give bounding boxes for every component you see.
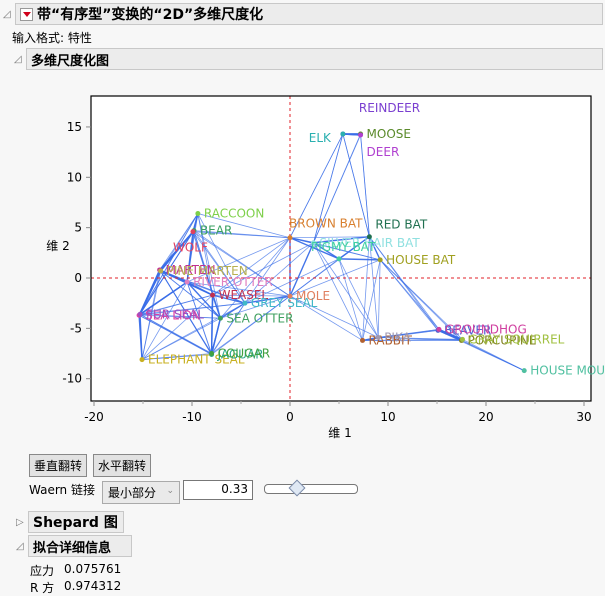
waern-slider[interactable] (264, 479, 358, 497)
point-label: DEER (367, 145, 400, 159)
point-label: PINE MARTEN (167, 264, 248, 278)
plot-section-header: ◿ 多维尺度化图 (14, 48, 603, 70)
svg-text:-20: -20 (84, 410, 104, 424)
svg-text:0: 0 (286, 410, 294, 424)
svg-text:0: 0 (74, 271, 82, 285)
point-label: REINDEER (359, 101, 420, 115)
point-label: BEAVER (444, 323, 491, 337)
fit-details-title: 拟合详细信息 (33, 540, 112, 556)
svg-text:30: 30 (576, 410, 591, 424)
svg-text:维 1: 维 1 (328, 426, 351, 440)
waern-value-input[interactable]: 0.33 (183, 480, 253, 500)
slider-thumb[interactable] (288, 479, 306, 497)
rsquare-value: 0.974312 (64, 579, 122, 593)
svg-text:-10: -10 (62, 372, 82, 386)
svg-text:15: 15 (67, 120, 82, 134)
flip-horizontal-button[interactable]: 水平翻转 (93, 454, 152, 477)
point-label: SEA OTTER (226, 311, 293, 325)
chevron-down-icon: ⌄ (166, 486, 174, 496)
stress-value: 0.075761 (64, 562, 122, 576)
waern-links (138, 133, 525, 372)
svg-text:维 2: 维 2 (46, 239, 69, 253)
point-label: MOOSE (367, 127, 411, 141)
point-label: ELK (309, 131, 332, 145)
point-label: PIGMY BAT (311, 240, 376, 254)
point-label: JAGUAR (217, 348, 264, 362)
plot-section-title: 多维尺度化图 (31, 53, 110, 69)
axes: -20 -10 0 10 20 30 -10 -5 0 5 10 15 维 1 维 2 (46, 95, 592, 440)
waern-link-select[interactable]: 最小部分 ⌄ (102, 481, 180, 504)
point-label: GRAY SQUIRREL (468, 332, 564, 346)
point-label: RACCOON (204, 207, 264, 221)
point-label: HOUSE BAT (386, 253, 456, 267)
rsquare-label: R 方 (30, 581, 55, 595)
collapse-triangle-icon[interactable]: ◿ (14, 53, 22, 65)
svg-text:20: 20 (478, 410, 493, 424)
fit-details-header: ◿ 拟合详细信息 (16, 535, 132, 557)
collapse-triangle-icon[interactable]: ◿ (16, 540, 24, 552)
svg-text:-5: -5 (70, 321, 82, 335)
waern-link-label: Waern 链接 (29, 483, 95, 497)
point-label: PIKA (384, 330, 411, 344)
expand-triangle-icon[interactable]: ▷ (16, 516, 24, 528)
select-value: 最小部分 (108, 486, 157, 500)
shepard-section-header: ▷ Shepard 图 (16, 511, 124, 533)
point-label: WOLF (173, 241, 208, 255)
point-label: GROUNDHOG (445, 322, 527, 336)
red-triangle-menu-icon[interactable] (20, 7, 33, 21)
svg-text:5: 5 (74, 221, 82, 235)
shepard-title: Shepard 图 (33, 515, 118, 531)
point-label: FUR SEAL (146, 307, 204, 321)
point-label: BEAR (200, 224, 232, 238)
point-label: COUGAR (218, 347, 270, 361)
svg-text:10: 10 (380, 410, 395, 424)
stress-label: 应力 (30, 564, 55, 578)
input-format-label: 输入格式: 特性 (12, 31, 92, 45)
collapse-triangle-icon[interactable]: ◿ (3, 8, 11, 20)
point-label: WEASEL (219, 288, 269, 302)
point-label: ELEPHANT SEAL (148, 353, 245, 367)
svg-text:10: 10 (67, 170, 82, 184)
point-label: MARTEN (166, 263, 216, 277)
point-label: SILVER HAIR BAT (320, 236, 421, 250)
point-label: SEA LION (145, 308, 201, 322)
svg-text:-10: -10 (182, 410, 202, 424)
report-title: 带“有序型”变换的“2D”多维尺度化 (37, 7, 264, 23)
point-label: GREY SEAL (251, 296, 318, 310)
flip-vertical-button[interactable]: 垂直翻转 (29, 454, 88, 477)
report-header: ◿ 带“有序型”变换的“2D”多维尺度化 (3, 3, 603, 25)
mds-plot[interactable]: -20 -10 0 10 20 30 -10 -5 0 5 10 15 维 1 维 2 REINDEER E… (0, 0, 605, 445)
point-label: BROWN BAT (289, 217, 363, 231)
data-points: REINDEER ELK MOOSE DEER RACCOON BEAR WOLF MARTE… (136, 101, 605, 378)
point-label: RED BAT (375, 218, 427, 232)
point-label: MOLE (296, 289, 330, 303)
point-label: PORCUPINE (468, 333, 537, 347)
point-label: RIVER OTTER (193, 275, 273, 289)
point-label: HOUSE MOUSE (530, 364, 605, 378)
